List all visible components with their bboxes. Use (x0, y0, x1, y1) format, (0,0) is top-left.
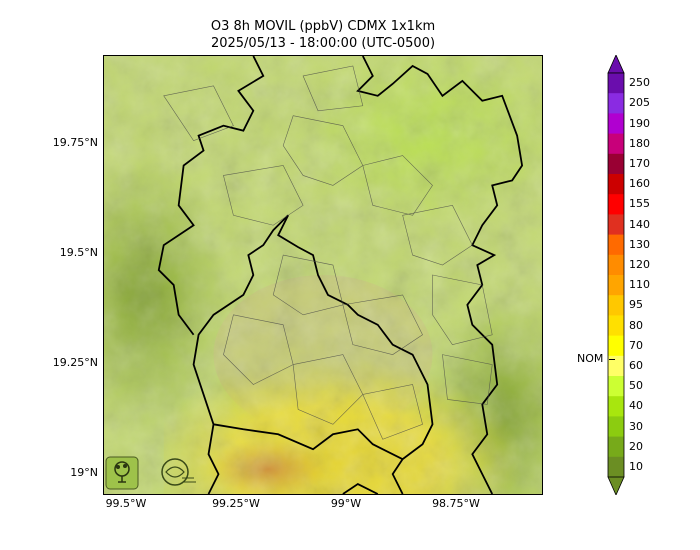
colorbar-tick-label: 110 (629, 278, 650, 292)
colorbar-band (608, 234, 624, 256)
colorbar-tick-label: 40 (629, 399, 643, 413)
colorbar-tick-label: 205 (629, 96, 650, 110)
colorbar-band (608, 93, 624, 114)
colorbar-tick-label: 190 (629, 116, 650, 130)
colorbar-band (608, 254, 624, 276)
sedema-logo-icon (105, 456, 139, 490)
colorbar-tick-label: 95 (629, 298, 643, 312)
colorbar-tick-label: 20 (629, 439, 643, 453)
colorbar-band (608, 73, 624, 94)
calidad-aire-logo (158, 456, 198, 490)
colorbar-tick-label: 160 (629, 177, 650, 191)
colorbar-band (608, 295, 624, 316)
lon-tick-label: 99°W (330, 497, 362, 510)
colorbar-tick-label: 180 (629, 136, 650, 150)
nom-marker (609, 359, 615, 360)
colorbar-tick-label: 155 (629, 197, 650, 211)
sedema-logo (105, 456, 139, 490)
colorbar-band (608, 335, 624, 357)
colorbar-tick-label: 50 (629, 379, 643, 393)
colorbar-band (608, 436, 624, 458)
colorbar-tick-label: 170 (629, 156, 650, 170)
lon-tick-label: 98.75°W (432, 497, 480, 510)
colorbar-band (608, 113, 624, 135)
colorbar-band (608, 133, 624, 155)
lat-tick-label: 19.75°N (52, 136, 98, 149)
lon-tick-label: 99.25°W (212, 497, 260, 510)
lat-tick-label: 19.5°N (59, 246, 98, 259)
colorbar-tick-label: 120 (629, 257, 650, 271)
lat-tick-label: 19°N (70, 466, 98, 479)
colorbar-band (608, 416, 624, 438)
ozone-map-canvas (104, 56, 542, 494)
colorbar-tick-label: 80 (629, 318, 643, 332)
colorbar-band (608, 456, 624, 478)
colorbar-frame (607, 72, 625, 478)
nom-label: NOM (577, 352, 604, 365)
colorbar-band (608, 174, 624, 195)
colorbar-band (608, 275, 624, 296)
colorbar-tick-label: 30 (629, 419, 643, 433)
colorbar-tick-label: 60 (629, 358, 643, 372)
colorbar-band (608, 153, 624, 175)
colorbar-band (608, 194, 624, 215)
colorbar-band (608, 396, 624, 417)
colorbar (607, 54, 625, 496)
colorbar-band (608, 355, 624, 377)
lat-tick-label: 19.25°N (52, 356, 98, 369)
colorbar-tick-label: 250 (629, 76, 650, 90)
colorbar-min-arrow (607, 476, 625, 496)
map-title: O3 8h MOVIL (ppbV) CDMX 1x1km (210, 19, 436, 34)
colorbar-scale (607, 54, 625, 496)
colorbar-band (608, 315, 624, 337)
colorbar-tick-label: 140 (629, 217, 650, 231)
colorbar-max-arrow (607, 54, 625, 74)
calidad-aire-logo-icon (161, 458, 196, 486)
colorbar-tick-label: 70 (629, 338, 643, 352)
colorbar-band (608, 376, 624, 397)
map-timestamp: 2025/05/13 - 18:00:00 (UTC-0500) (210, 36, 436, 51)
colorbar-band (608, 214, 624, 236)
lon-tick-label: 99.5°W (105, 497, 147, 510)
colorbar-tick-label: 10 (629, 459, 643, 473)
ozone-map (103, 55, 543, 495)
colorbar-tick-label: 130 (629, 237, 650, 251)
